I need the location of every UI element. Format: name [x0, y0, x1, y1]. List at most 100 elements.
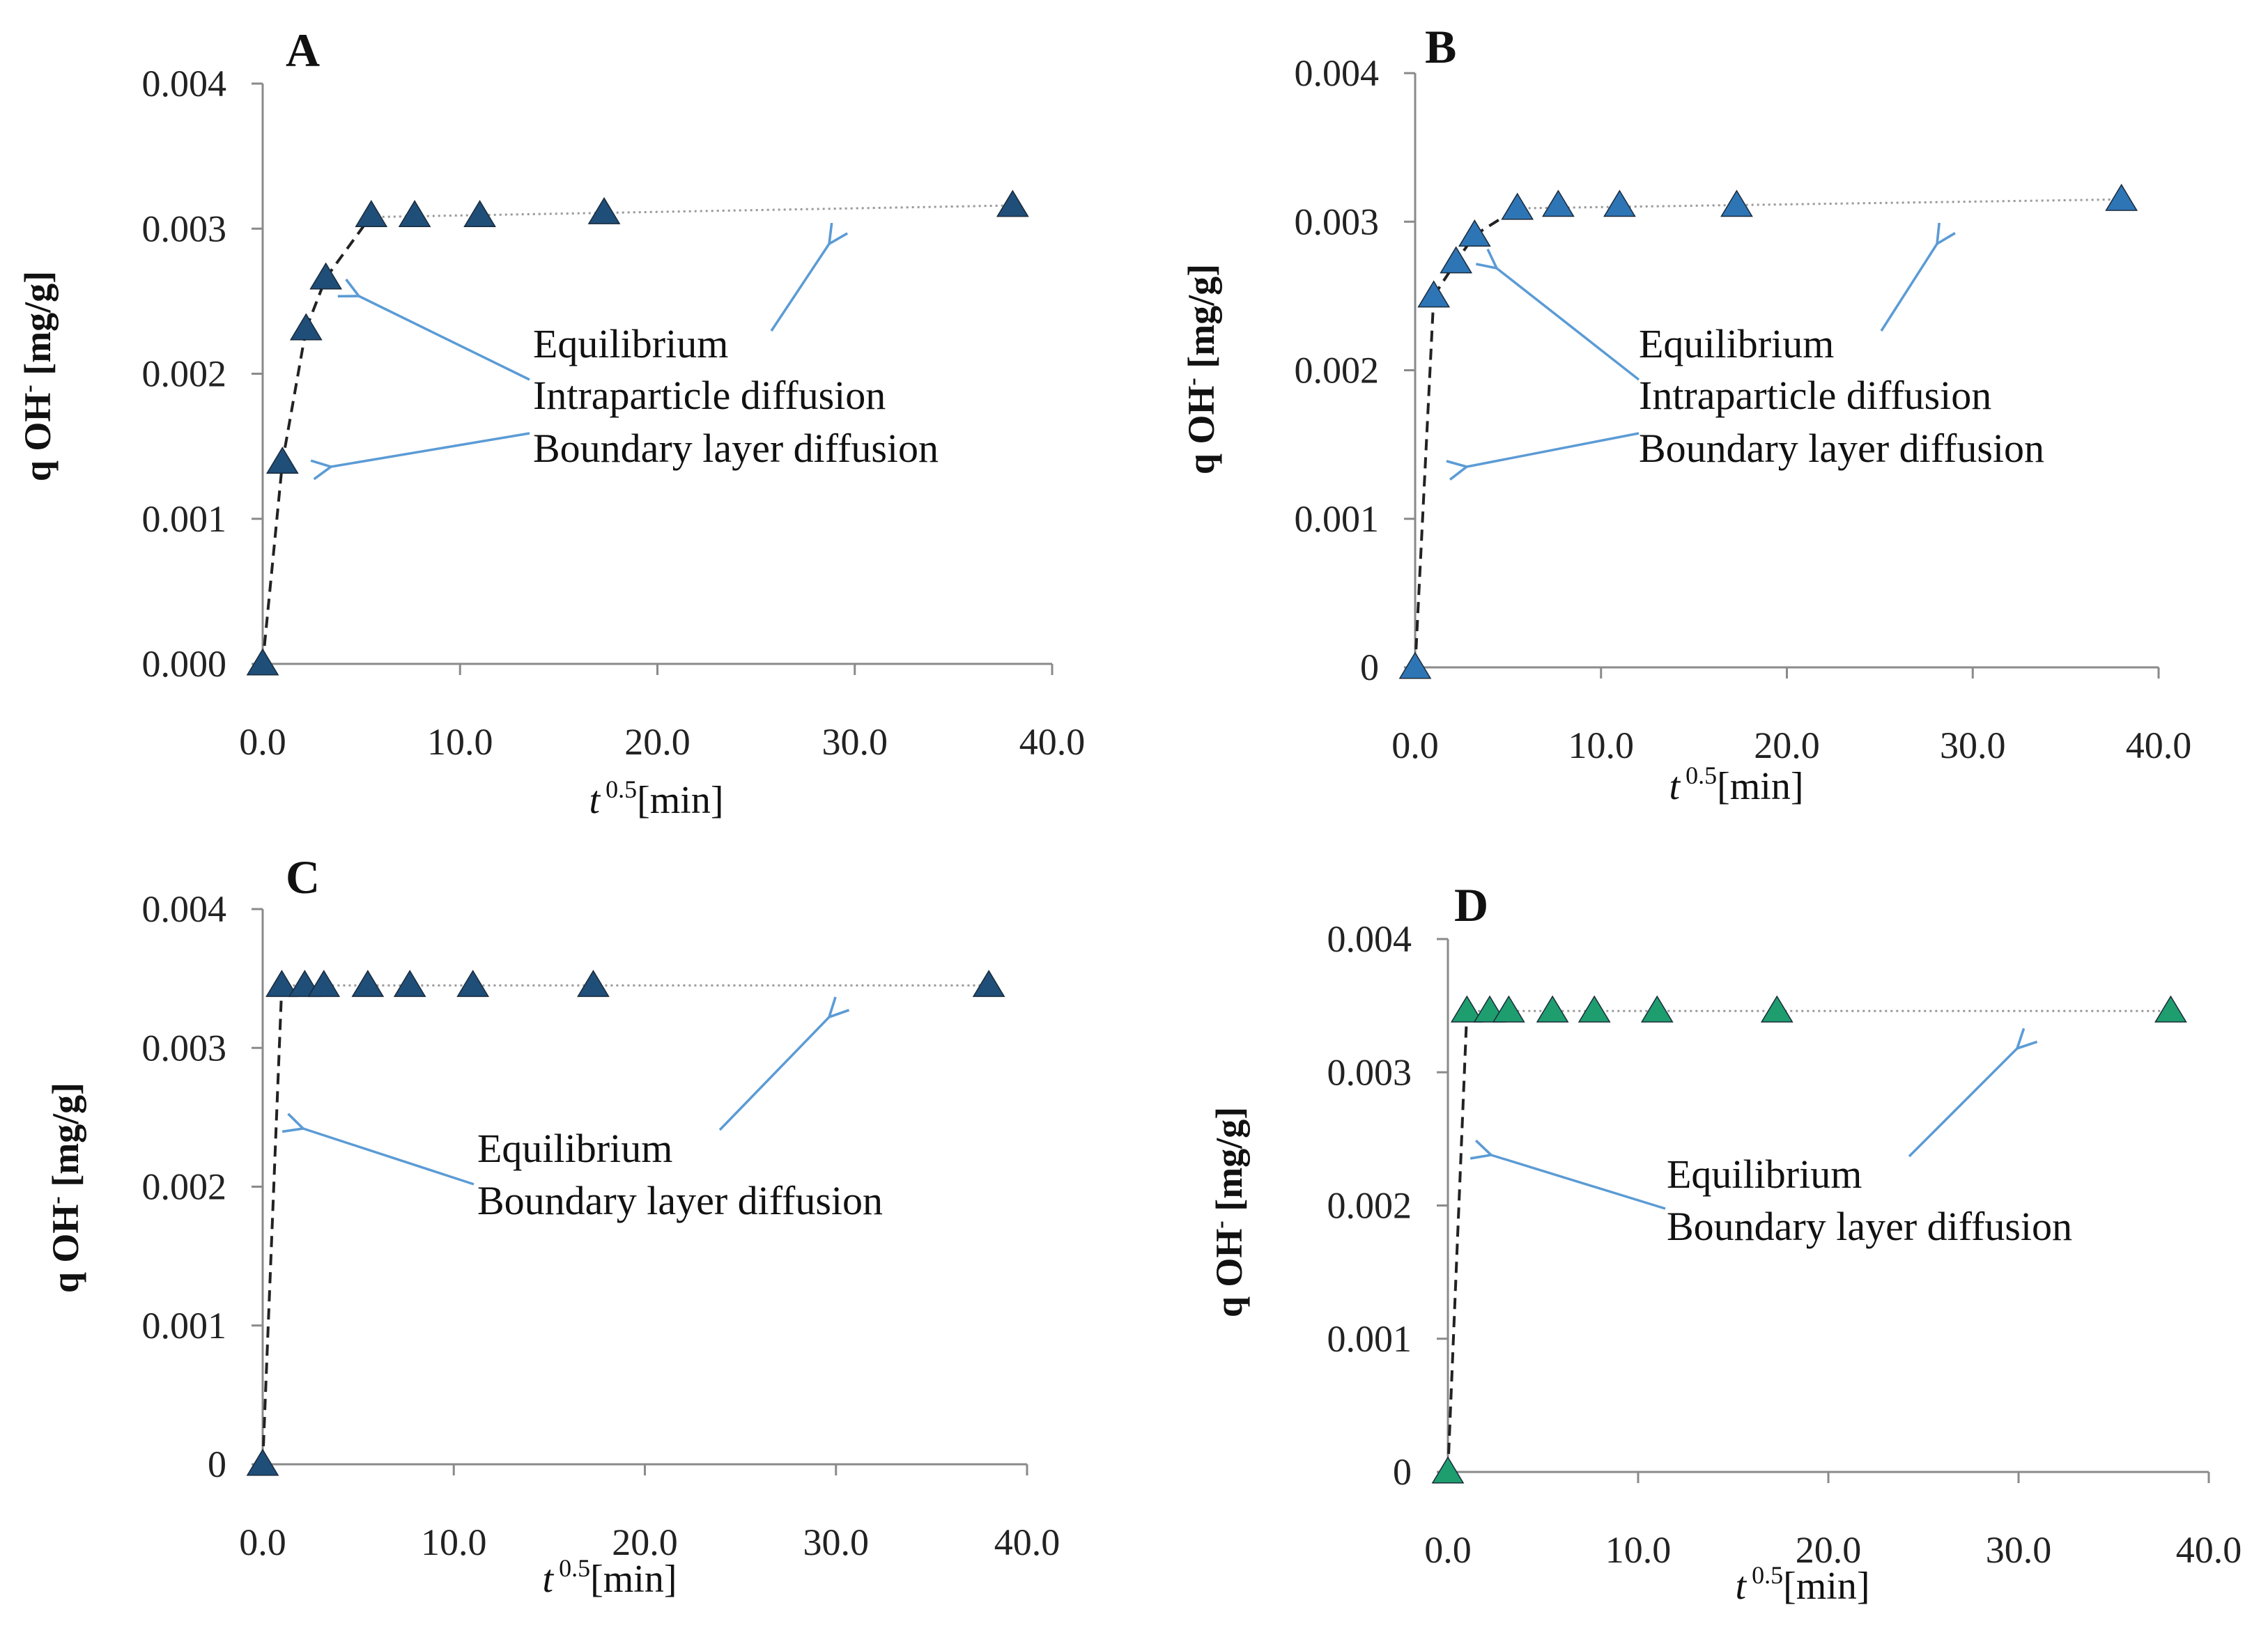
data-point [246, 648, 279, 676]
y-tick-label: 0.001 [142, 1305, 227, 1347]
panel-b: 0 0.001 0.002 0.003 0.004 0.0 10.0 20.0 30.0 40.0… [1180, 20, 2191, 808]
x-axis-label-main: t [1669, 765, 1681, 808]
x-axis-label-sup: 0.5 [1685, 761, 1717, 789]
y-tick-label: 0.002 [142, 353, 227, 395]
data-point [2154, 995, 2187, 1023]
x-axis-label-unit: [min] [1717, 765, 1803, 808]
equilibrium-fit-line [1517, 198, 2122, 210]
y-axis-label-unit: [mg/g] [17, 271, 59, 385]
x-tick-label: 20.0 [612, 1521, 678, 1563]
y-tick-label: 0.003 [1295, 201, 1380, 242]
y-tick-label: 0.002 [142, 1166, 227, 1208]
y-tick-label: 0.003 [1327, 1051, 1412, 1093]
y-tick-label: 0.004 [1327, 918, 1412, 960]
annotation-equilibrium: Equilibrium [477, 1126, 672, 1171]
annotation-arrow [1497, 268, 1640, 381]
y-axis-label-sup: - [1180, 378, 1205, 385]
data-point [972, 970, 1005, 998]
x-axis-label-main: t [589, 779, 601, 822]
y-axis-label-main: q OH [1208, 1229, 1250, 1318]
annotation-arrow [1880, 244, 1937, 332]
data-point [355, 200, 388, 228]
data-point [309, 262, 343, 290]
data-point [577, 970, 610, 998]
x-tick-label: 10.0 [1605, 1529, 1672, 1571]
x-tick-label: 30.0 [803, 1521, 870, 1563]
data-point [456, 970, 490, 998]
data-point [1492, 995, 1525, 1023]
annotation-equilibrium: Equilibrium [1639, 321, 1834, 366]
data-point [289, 313, 323, 341]
x-tick-label: 30.0 [1986, 1529, 2052, 1571]
data-point [996, 189, 1029, 217]
data-point [393, 970, 426, 998]
y-tick-label: 0 [1360, 646, 1379, 688]
annotation-arrow [359, 296, 530, 381]
x-tick-label: 20.0 [624, 721, 691, 763]
y-axis-label-unit: [mg/g] [1208, 1107, 1250, 1220]
boundary-fit-line [261, 985, 284, 1465]
y-axis-label-unit: [mg/g] [45, 1083, 86, 1196]
y-axis-label-sup: - [44, 1196, 70, 1204]
y-axis-label: q OH- [mg/g] [44, 1083, 86, 1293]
x-tick-label: 0.0 [239, 1521, 286, 1563]
data-point [1536, 995, 1569, 1023]
boundary-fit-line [261, 328, 308, 665]
y-axis-label-sup: - [16, 385, 42, 392]
data-point [1458, 219, 1491, 247]
x-tick-label: 10.0 [421, 1521, 487, 1563]
data-point [463, 200, 496, 228]
x-axis-label-sup: 0.5 [605, 775, 637, 803]
data-point [587, 196, 621, 224]
data-point [351, 970, 385, 998]
annotation-arrow [303, 1129, 475, 1186]
y-tick-label: 0 [1393, 1451, 1412, 1493]
data-point [1501, 192, 1534, 220]
panel-d: 0 0.001 0.002 0.003 0.004 0.0 10.0 20.0 30.0 40.0… [1208, 878, 2242, 1608]
annotation-arrow [331, 432, 530, 467]
annotation-arrow [1491, 1155, 1666, 1210]
y-tick-label: 0.003 [142, 1027, 227, 1069]
y-axis-label: q OH- [mg/g] [1208, 1107, 1250, 1317]
data-point [1640, 995, 1674, 1023]
annotation-intraparticle-diffusion: Intraparticle diffusion [533, 373, 886, 418]
x-tick-label: 40.0 [994, 1521, 1060, 1563]
y-tick-label: 0.002 [1327, 1185, 1412, 1227]
data-point [1398, 651, 1432, 679]
annotation-arrow [770, 244, 829, 332]
annotation-boundary-layer-diffusion: Boundary layer diffusion [533, 426, 939, 471]
y-tick-label: 0 [208, 1443, 226, 1485]
intraparticle-fit-line [304, 215, 373, 330]
x-tick-label: 40.0 [2176, 1529, 2242, 1571]
y-tick-label: 0.001 [1295, 498, 1380, 540]
annotation-arrow [1908, 1048, 2017, 1158]
panel-letter: D [1454, 878, 1488, 931]
annotation-arrow [1467, 432, 1640, 467]
y-axis-label-sup: - [1208, 1220, 1233, 1228]
x-axis-label: t 0.5[min] [543, 1554, 677, 1601]
data-point [265, 970, 298, 998]
data-point [1431, 1456, 1465, 1484]
y-axis-label: q OH- [mg/g] [1180, 264, 1222, 474]
x-tick-label: 10.0 [1568, 724, 1635, 766]
x-tick-label: 30.0 [1940, 724, 2006, 766]
data-point [398, 200, 431, 228]
y-tick-label: 0.004 [1295, 52, 1380, 94]
x-tick-label: 40.0 [1019, 721, 1086, 763]
data-point [1542, 189, 1575, 217]
x-tick-label: 0.0 [1424, 1529, 1472, 1571]
y-tick-label: 0.001 [142, 498, 227, 540]
boundary-fit-line [1447, 1011, 1469, 1473]
panel-a: 0.000 0.001 0.002 0.003 0.004 0.0 10.0 20.0 30.0… [16, 24, 1085, 822]
annotation-boundary-layer-diffusion: Boundary layer diffusion [1639, 426, 2044, 471]
y-tick-label: 0.002 [1295, 350, 1380, 392]
data-point [1603, 189, 1636, 217]
annotation-equilibrium: Equilibrium [1667, 1152, 1862, 1197]
annotation-arrow [718, 1017, 829, 1131]
panel-c: 0 0.001 0.002 0.003 0.004 0.0 10.0 20.0 30.0 40.0… [44, 851, 1060, 1601]
y-tick-label: 0.004 [142, 888, 227, 930]
x-axis-label-main: t [1736, 1565, 1748, 1608]
y-axis-label-main: q OH [17, 393, 59, 482]
data-point [307, 970, 341, 998]
